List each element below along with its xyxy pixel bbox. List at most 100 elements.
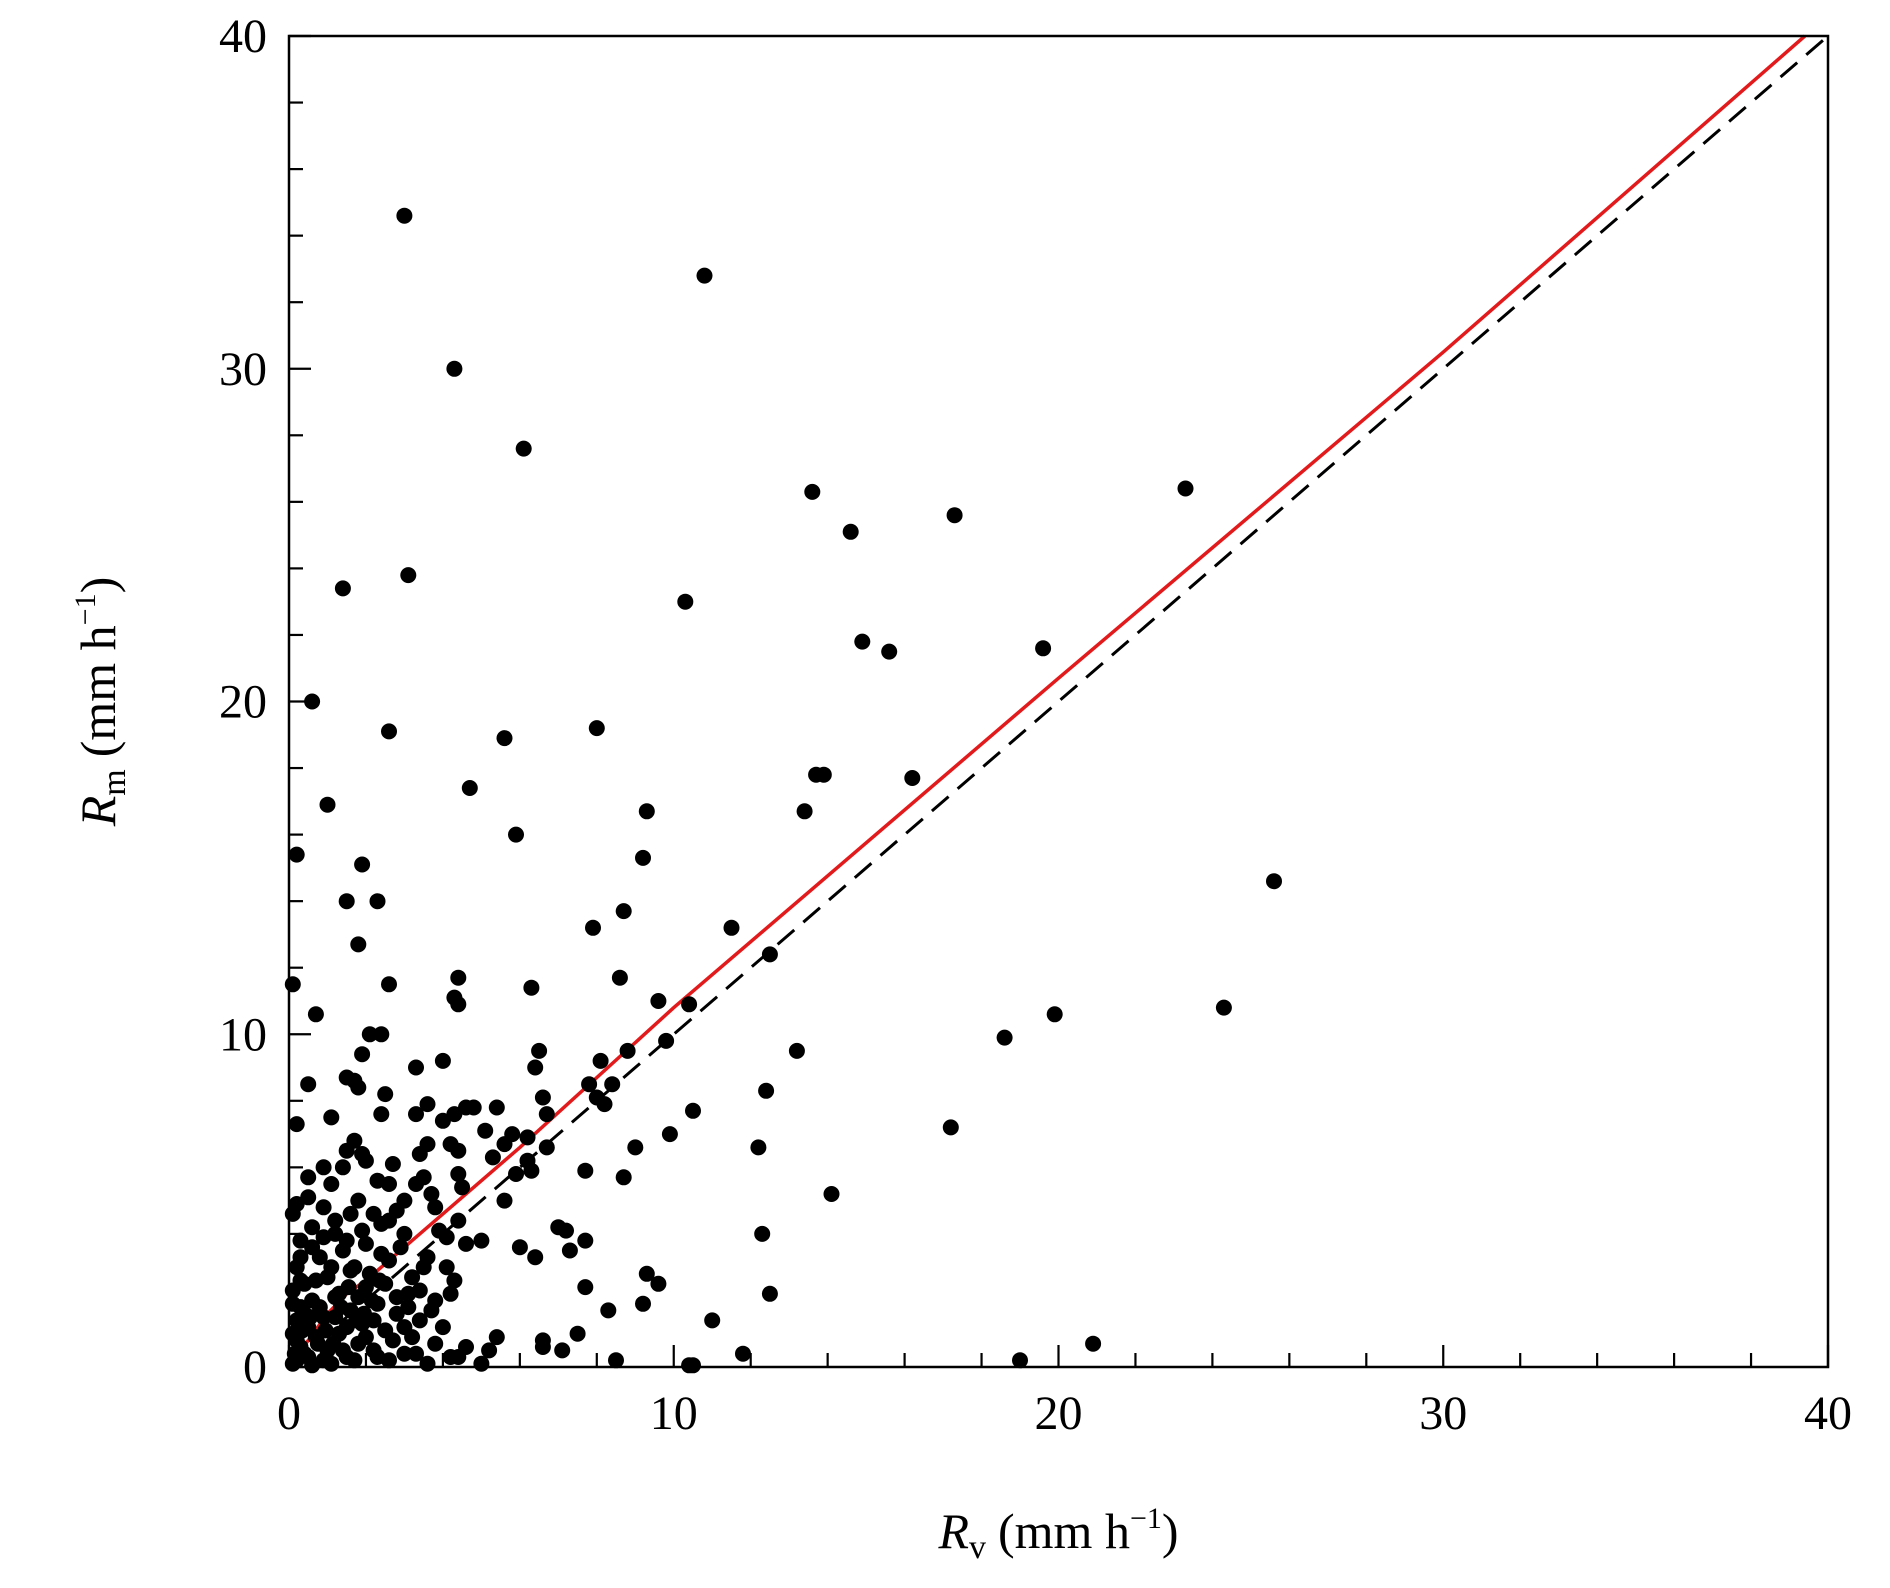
data-point: [427, 1335, 444, 1352]
data-point: [284, 976, 301, 993]
data-point: [307, 1006, 324, 1023]
data-point: [1012, 1352, 1028, 1369]
data-point: [527, 1059, 544, 1076]
data-point: [338, 1069, 355, 1086]
data-point: [484, 1149, 501, 1166]
data-point: [696, 267, 713, 284]
data-point: [334, 1159, 351, 1176]
data-point: [619, 1042, 636, 1059]
data-point: [554, 1342, 571, 1359]
data-point: [365, 1205, 382, 1222]
data-point: [338, 893, 355, 910]
data-point: [638, 1265, 655, 1282]
data-point: [350, 1192, 367, 1209]
data-point: [323, 1176, 340, 1192]
data-point: [685, 1357, 701, 1374]
data-point: [496, 730, 513, 747]
data-point: [304, 693, 321, 710]
data-point: [531, 1042, 548, 1059]
y-tick-label: 30: [219, 343, 267, 396]
data-point: [596, 1096, 613, 1113]
y-tick-label: 20: [219, 676, 267, 729]
data-point: [611, 969, 628, 986]
data-point: [585, 919, 601, 936]
data-point: [434, 1052, 451, 1069]
data-point: [604, 1076, 621, 1093]
data-point: [904, 770, 921, 786]
data-point: [408, 1345, 424, 1362]
data-point: [577, 1279, 594, 1296]
data-point: [454, 1179, 471, 1196]
y-axis-unit: (mm h: [70, 625, 126, 757]
data-point: [327, 1212, 344, 1229]
data-point: [396, 1225, 413, 1242]
data-point: [796, 803, 813, 820]
data-point: [650, 1275, 667, 1292]
data-point: [396, 1192, 413, 1209]
data-point: [996, 1029, 1013, 1046]
data-point: [325, 1335, 342, 1352]
data-point: [388, 1289, 405, 1306]
data-point: [381, 976, 397, 993]
x-axis-unit-exponent: −1: [1130, 1502, 1162, 1535]
data-point: [363, 1292, 380, 1309]
data-point: [419, 1096, 436, 1113]
data-point: [615, 1169, 632, 1186]
data-point: [508, 826, 524, 843]
data-point: [558, 1222, 574, 1239]
data-point: [488, 1329, 505, 1346]
data-point: [340, 1279, 357, 1296]
data-point: [404, 1269, 421, 1286]
data-point: [350, 1079, 367, 1096]
data-point: [434, 1319, 451, 1336]
y-axis-label: Rm (mm h−1): [69, 577, 133, 828]
data-point: [354, 1046, 371, 1063]
data-point: [373, 1106, 390, 1123]
data-point: [704, 1312, 721, 1329]
data-point: [1215, 999, 1232, 1016]
data-point: [361, 1026, 378, 1043]
x-axis-label: Rv (mm h−1): [937, 1502, 1178, 1566]
data-point: [519, 1129, 536, 1146]
data-point: [581, 1076, 598, 1093]
data-point: [761, 946, 778, 963]
data-point: [292, 1272, 309, 1289]
x-tick-label: 40: [1804, 1387, 1852, 1440]
data-point: [508, 1166, 524, 1182]
data-point: [357, 1329, 374, 1346]
data-point: [434, 1112, 451, 1129]
data-point: [1085, 1335, 1102, 1352]
data-point: [1177, 480, 1194, 497]
data-point: [450, 996, 467, 1013]
data-point: [384, 1156, 401, 1172]
data-point: [473, 1232, 490, 1249]
data-point: [332, 1299, 349, 1316]
data-point: [442, 1349, 459, 1365]
data-point: [577, 1162, 594, 1179]
data-point: [650, 993, 667, 1009]
data-point: [592, 1052, 609, 1069]
data-point: [423, 1302, 440, 1319]
data-point: [396, 1345, 413, 1362]
data-point: [373, 1245, 390, 1262]
data-point: [284, 1205, 301, 1222]
data-point: [315, 1229, 332, 1246]
data-point: [577, 1232, 594, 1249]
data-point: [388, 1305, 405, 1322]
data-point: [788, 1042, 805, 1059]
data-point: [311, 1299, 328, 1316]
data-point: [723, 919, 740, 936]
data-point: [384, 1332, 401, 1349]
y-axis-label-group: Rm (mm h−1): [69, 577, 133, 828]
data-point: [300, 1349, 317, 1365]
data-point: [450, 1142, 467, 1159]
data-point: [346, 1352, 363, 1369]
data-point: [561, 1242, 578, 1259]
y-axis-unit-close: ): [70, 577, 126, 594]
data-point: [427, 1199, 444, 1216]
data-point: [300, 1076, 317, 1093]
data-point: [481, 1342, 498, 1359]
data-point: [534, 1339, 551, 1355]
data-point: [450, 969, 467, 986]
